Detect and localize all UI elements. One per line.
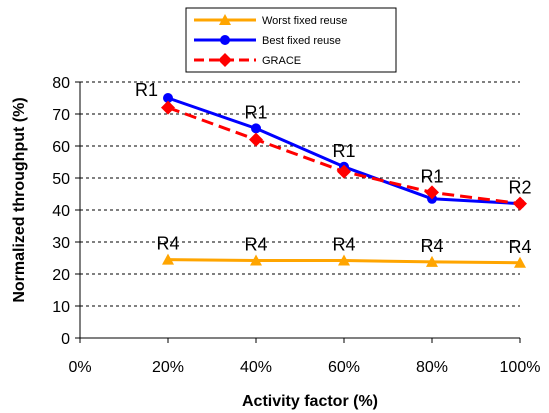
annotation-label: R1: [332, 141, 355, 161]
series-group: [161, 93, 527, 268]
marker-circle: [251, 123, 261, 134]
x-tick-label: 20%: [152, 359, 184, 376]
marker-diamond: [513, 196, 527, 211]
y-tick-label: 60: [52, 139, 70, 156]
marker-circle: [220, 35, 230, 45]
annotation-label: R4: [332, 235, 355, 255]
marker-circle: [163, 93, 173, 103]
series-2: [161, 100, 527, 211]
y-tick-label: 40: [52, 203, 70, 220]
legend-label: Best fixed reuse: [262, 35, 341, 47]
y-tick-label: 80: [52, 75, 70, 92]
grid-lines: [80, 81, 520, 307]
annotation-label: R1: [420, 166, 443, 186]
marker-diamond: [425, 185, 439, 200]
annotations: R1 R1 R1 R1 R2 R4 R4 R4 R4 R4: [135, 80, 532, 257]
series-0: [162, 253, 526, 268]
x-tick-label: 40%: [240, 359, 272, 376]
marker-diamond: [218, 53, 232, 67]
annotation-label: R4: [244, 235, 267, 255]
marker-diamond: [337, 164, 351, 179]
annotation-label: R4: [156, 234, 179, 254]
marker-diamond: [161, 100, 175, 115]
y-axis-ticks: 0 10 20 30 40 50 60 70 80: [52, 75, 80, 348]
y-axis-title: Normalized throughput (%): [11, 97, 28, 302]
x-tick-label: 100%: [500, 359, 541, 376]
x-axis-ticks: 0% 20% 40% 60% 80% 100%: [68, 338, 540, 376]
marker-triangle: [162, 253, 174, 265]
legend-label: Worst fixed reuse: [262, 15, 347, 27]
y-tick-label: 10: [52, 299, 70, 316]
legend-label: GRACE: [262, 55, 301, 67]
y-tick-label: 0: [61, 331, 70, 348]
marker-triangle: [219, 14, 231, 25]
x-axis-title: Activity factor (%): [242, 393, 378, 410]
y-tick-label: 50: [52, 171, 70, 188]
x-tick-label: 80%: [416, 359, 448, 376]
marker-triangle: [338, 254, 350, 266]
x-tick-label: 60%: [328, 359, 360, 376]
x-tick-label: 0%: [68, 359, 91, 376]
marker-triangle: [514, 256, 526, 268]
marker-triangle: [250, 254, 262, 266]
annotation-label: R4: [420, 236, 443, 256]
marker-diamond: [249, 132, 263, 147]
y-tick-label: 70: [52, 107, 70, 124]
annotation-label: R1: [244, 102, 267, 122]
marker-triangle: [426, 255, 438, 267]
y-tick-label: 30: [52, 235, 70, 252]
annotation-label: R4: [508, 237, 531, 257]
legend: Worst fixed reuse Best fixed reuse GRACE: [185, 7, 397, 73]
y-tick-label: 20: [52, 267, 70, 284]
annotation-label: R1: [135, 80, 158, 100]
annotation-label: R2: [508, 178, 531, 198]
